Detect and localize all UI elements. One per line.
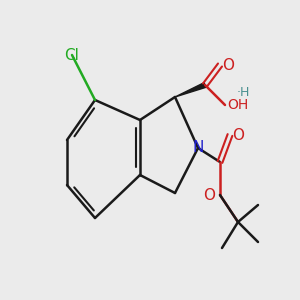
Text: Cl: Cl [64, 47, 80, 62]
Text: ·H: ·H [237, 86, 250, 100]
Text: O: O [222, 58, 234, 73]
Text: O: O [232, 128, 244, 142]
Text: O: O [203, 188, 215, 202]
Polygon shape [175, 83, 206, 97]
Text: OH: OH [227, 98, 248, 112]
Text: N: N [192, 140, 204, 155]
